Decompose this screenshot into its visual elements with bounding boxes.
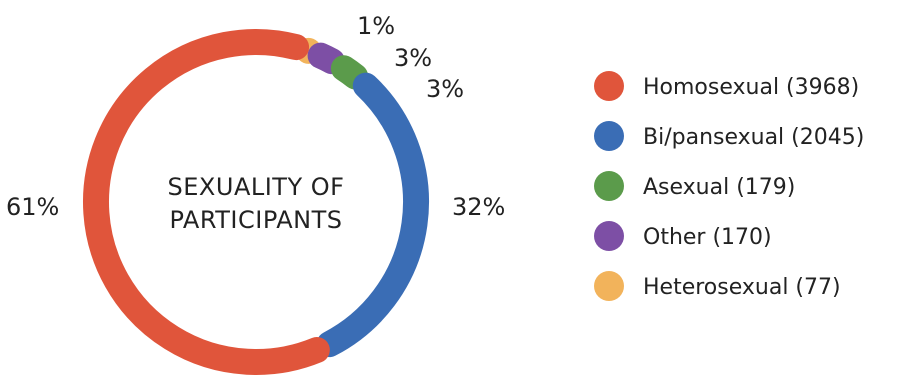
- legend-swatch-bipansexual: [594, 121, 624, 151]
- legend-swatch-other: [594, 221, 624, 251]
- percent-label-bipansexual: 32%: [452, 193, 505, 221]
- legend-label-other: Other (170): [643, 225, 772, 250]
- percent-label-heterosexual: 1%: [357, 12, 395, 40]
- legend-label-heterosexual: Heterosexual (77): [643, 275, 841, 300]
- slice-other: [307, 42, 345, 75]
- slice-homosexual: [82, 29, 330, 375]
- donut-ring: [82, 29, 429, 375]
- legend-swatch-heterosexual: [594, 271, 624, 301]
- center-title-line-1: SEXUALITY OF: [168, 173, 345, 201]
- legend-swatch-homosexual: [594, 71, 624, 101]
- percent-label-other: 3%: [394, 44, 432, 72]
- legend-label-bipansexual: Bi/pansexual (2045): [643, 125, 864, 150]
- percent-labels: 61% 32% 3% 3% 1%: [6, 12, 505, 221]
- percent-label-asexual: 3%: [426, 75, 464, 103]
- slice-bipansexual: [316, 72, 429, 358]
- legend-swatch-asexual: [594, 171, 624, 201]
- center-title: SEXUALITY OF PARTICIPANTS: [168, 173, 345, 234]
- slice-asexual: [330, 55, 369, 90]
- legend: Homosexual (3968) Bi/pansexual (2045) Asex…: [594, 71, 864, 301]
- percent-label-homosexual: 61%: [6, 193, 59, 221]
- legend-label-homosexual: Homosexual (3968): [643, 75, 859, 100]
- center-title-line-2: PARTICIPANTS: [169, 206, 342, 234]
- legend-label-asexual: Asexual (179): [643, 175, 795, 200]
